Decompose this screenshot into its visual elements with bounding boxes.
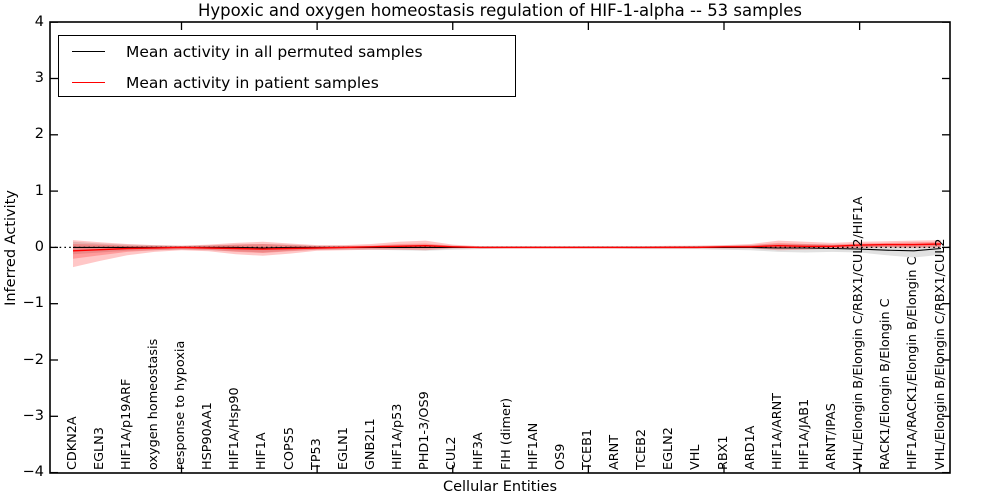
legend-label: Mean activity in patient samples: [126, 73, 379, 92]
legend-entry: Mean activity in patient samples: [59, 67, 515, 98]
y-tick-label: 4: [34, 13, 44, 30]
y-tick-label: 3: [34, 70, 44, 86]
legend: Mean activity in all permuted samples Mea…: [58, 35, 516, 97]
x-tick-label: response to hypoxia: [173, 340, 188, 470]
x-axis-label: Cellular Entities: [442, 479, 558, 495]
x-tick-label: HIF1A/JAB1: [796, 398, 812, 470]
x-tick-label: COPS5: [281, 427, 297, 470]
x-tick-label: VHL/Elongin B/Elongin C/RBX1/CUL2/HIF1A: [851, 196, 867, 470]
x-tick-label: CDKN2A: [64, 416, 80, 470]
x-tick-label: EGLN2: [661, 427, 677, 470]
x-tick-label: HIF1A/p53: [390, 403, 405, 470]
x-tick-label: ARD1A: [742, 425, 758, 470]
x-tick-label: ARNT/IPAS: [824, 403, 839, 470]
x-tick-label: HIF1AN: [525, 422, 541, 470]
x-tick-label: VHL: [688, 444, 704, 470]
y-tick-label: 0: [34, 238, 44, 255]
x-tick-label: PHD1-3/OS9: [417, 391, 433, 470]
x-tick-label: TCEB2: [634, 428, 650, 470]
x-tick-label: RBX1: [715, 435, 731, 470]
legend-label: Mean activity in all permuted samples: [126, 42, 423, 61]
y-tick-label: −1: [22, 295, 44, 312]
legend-entry: Mean activity in all permuted samples: [59, 36, 515, 67]
permuted-range-band: [73, 241, 941, 258]
x-tick-label: EGLN3: [91, 427, 107, 470]
x-tick-label: HIF1A: [254, 432, 270, 470]
x-tick-label: GNB2L1: [362, 418, 378, 470]
y-tick-label: −3: [22, 407, 44, 424]
x-tick-label: OS9: [552, 443, 568, 470]
x-tick-label: HIF3A: [471, 432, 487, 470]
x-tick-label: oxygen homeostasis: [145, 338, 161, 470]
x-tick-label: FIH (dimer): [498, 397, 514, 470]
patient-range-inner-band: [73, 241, 941, 259]
x-tick-label: TCEB1: [579, 428, 595, 470]
x-tick-label: CUL2: [444, 436, 460, 470]
y-tick-label: 2: [34, 126, 44, 143]
y-tick-label: −2: [22, 351, 44, 368]
patient-mean-line: [72, 243, 942, 252]
x-tick-label: VHL/Elongin B/Elongin C/RBX1/CUL2: [932, 238, 948, 471]
x-tick-label: RACK1/Elongin B/Elongin C: [878, 298, 894, 470]
x-tick-label: HIF1A/RACK1/Elongin B/Elongin C: [905, 256, 921, 470]
x-tick-label: TP53: [308, 438, 324, 470]
x-tick-label: EGLN1: [335, 427, 351, 470]
x-tick-label: HIF1A/ARNT: [769, 393, 785, 470]
legend-line-patient: [72, 82, 105, 83]
y-tick-label: 1: [34, 182, 44, 199]
y-tick-label: −4: [22, 464, 44, 481]
x-tick-label: ARNT: [607, 434, 622, 470]
legend-line-permuted: [72, 51, 105, 52]
x-tick-label: HIF1A/p19ARF: [118, 378, 134, 470]
x-tick-label: HIF1A/Hsp90: [227, 387, 243, 470]
chart-title: Hypoxic and oxygen homeostasis regulatio…: [197, 1, 803, 20]
x-tick-label: HSP90AA1: [200, 402, 216, 470]
